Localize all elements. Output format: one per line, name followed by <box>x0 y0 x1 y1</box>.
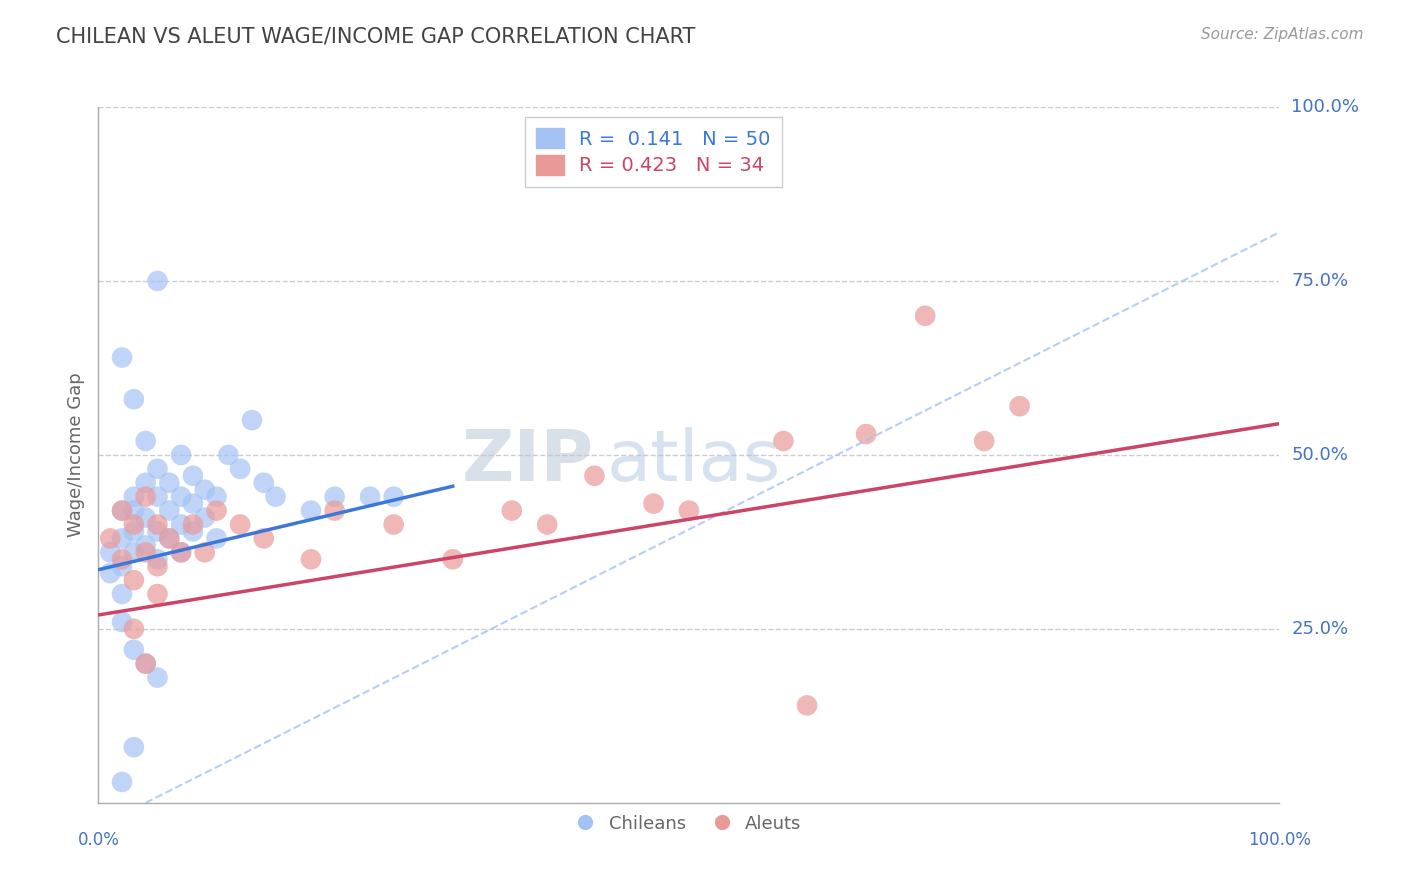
Point <box>441 552 464 566</box>
Point <box>98 545 121 559</box>
Point <box>643 497 665 511</box>
Point <box>240 413 263 427</box>
Point <box>111 552 134 566</box>
Point <box>122 740 145 755</box>
Point <box>135 475 157 490</box>
Point <box>170 545 193 559</box>
Text: 75.0%: 75.0% <box>1291 272 1348 290</box>
Text: Source: ZipAtlas.com: Source: ZipAtlas.com <box>1201 27 1364 42</box>
Point <box>253 532 276 546</box>
Point <box>111 503 134 517</box>
Point <box>914 309 936 323</box>
Y-axis label: Wage/Income Gap: Wage/Income Gap <box>66 373 84 537</box>
Point <box>146 559 169 574</box>
Point <box>205 503 228 517</box>
Point <box>772 434 794 448</box>
Point <box>973 434 995 448</box>
Point <box>323 503 346 517</box>
Point <box>146 517 169 532</box>
Point <box>181 524 204 539</box>
Point <box>1008 399 1031 413</box>
Point <box>135 538 157 552</box>
Point <box>170 448 193 462</box>
Point <box>194 510 217 524</box>
Point <box>323 490 346 504</box>
Point <box>122 392 145 407</box>
Point <box>146 587 169 601</box>
Point <box>146 274 169 288</box>
Text: 25.0%: 25.0% <box>1291 620 1348 638</box>
Point <box>157 503 180 517</box>
Point <box>194 483 217 497</box>
Legend: Chileans, Aleuts: Chileans, Aleuts <box>567 806 811 842</box>
Point <box>382 490 405 504</box>
Point <box>111 532 134 546</box>
Point <box>122 503 145 517</box>
Point <box>264 490 287 504</box>
Point <box>157 532 180 546</box>
Point <box>229 517 252 532</box>
Point <box>122 622 145 636</box>
Point <box>122 517 145 532</box>
Point <box>111 587 134 601</box>
Point <box>146 462 169 476</box>
Point <box>181 517 204 532</box>
Point <box>146 490 169 504</box>
Point <box>111 559 134 574</box>
Point <box>253 475 276 490</box>
Point <box>299 552 322 566</box>
Point <box>299 503 322 517</box>
Point <box>217 448 239 462</box>
Point <box>98 566 121 581</box>
Point <box>135 510 157 524</box>
Point <box>135 434 157 448</box>
Text: 100.0%: 100.0% <box>1291 98 1360 116</box>
Point <box>146 524 169 539</box>
Point <box>359 490 381 504</box>
Point <box>205 532 228 546</box>
Point <box>135 490 157 504</box>
Point <box>157 532 180 546</box>
Text: ZIP: ZIP <box>463 427 595 496</box>
Point <box>122 573 145 587</box>
Point <box>122 642 145 657</box>
Point <box>135 657 157 671</box>
Point <box>194 545 217 559</box>
Point <box>111 503 134 517</box>
Text: 100.0%: 100.0% <box>1249 830 1310 848</box>
Point <box>111 615 134 629</box>
Point <box>111 351 134 365</box>
Point <box>229 462 252 476</box>
Text: CHILEAN VS ALEUT WAGE/INCOME GAP CORRELATION CHART: CHILEAN VS ALEUT WAGE/INCOME GAP CORRELA… <box>56 27 696 46</box>
Point <box>583 468 606 483</box>
Point <box>157 475 180 490</box>
Point <box>135 545 157 559</box>
Point <box>181 468 204 483</box>
Point <box>135 657 157 671</box>
Point <box>146 671 169 685</box>
Point <box>170 490 193 504</box>
Point <box>170 545 193 559</box>
Point <box>796 698 818 713</box>
Point <box>111 775 134 789</box>
Point <box>382 517 405 532</box>
Point <box>122 524 145 539</box>
Point <box>122 545 145 559</box>
Point <box>205 490 228 504</box>
Text: 0.0%: 0.0% <box>77 830 120 848</box>
Text: 50.0%: 50.0% <box>1291 446 1348 464</box>
Point <box>181 497 204 511</box>
Point <box>146 552 169 566</box>
Text: atlas: atlas <box>606 427 780 496</box>
Point <box>536 517 558 532</box>
Point <box>678 503 700 517</box>
Point <box>855 427 877 442</box>
Point <box>501 503 523 517</box>
Point <box>98 532 121 546</box>
Point <box>170 517 193 532</box>
Point <box>122 490 145 504</box>
